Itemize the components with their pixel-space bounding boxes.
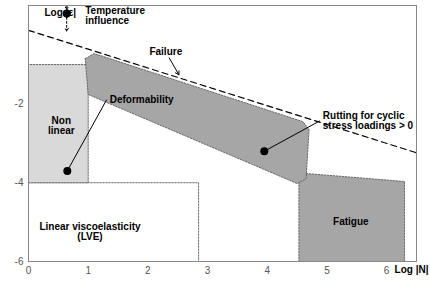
svg-text:Fatigue: Fatigue — [333, 216, 369, 227]
svg-text:0: 0 — [26, 265, 32, 276]
svg-text:-6: -6 — [15, 256, 24, 267]
svg-text:6: 6 — [384, 265, 390, 276]
svg-text:1: 1 — [85, 265, 91, 276]
svg-text:Temperatureinfluence: Temperatureinfluence — [85, 5, 145, 26]
svg-text:2: 2 — [145, 265, 151, 276]
svg-text:-2: -2 — [15, 98, 24, 109]
svg-text:4: 4 — [264, 265, 270, 276]
svg-text:Deformability: Deformability — [110, 94, 174, 105]
svg-text:5: 5 — [324, 265, 330, 276]
svg-text:Log |N|: Log |N| — [395, 264, 429, 275]
svg-text:Linear viscoelasticity(LVE): Linear viscoelasticity(LVE) — [39, 221, 141, 242]
svg-text:Log |ε|: Log |ε| — [45, 7, 77, 18]
svg-text:Rutting for cyclicstress loadi: Rutting for cyclicstress loadings > 0 — [323, 110, 414, 131]
svg-text:-4: -4 — [15, 177, 24, 188]
svg-text:3: 3 — [205, 265, 211, 276]
svg-text:Nonlinear: Nonlinear — [48, 115, 75, 136]
svg-text:Failure: Failure — [149, 46, 182, 57]
